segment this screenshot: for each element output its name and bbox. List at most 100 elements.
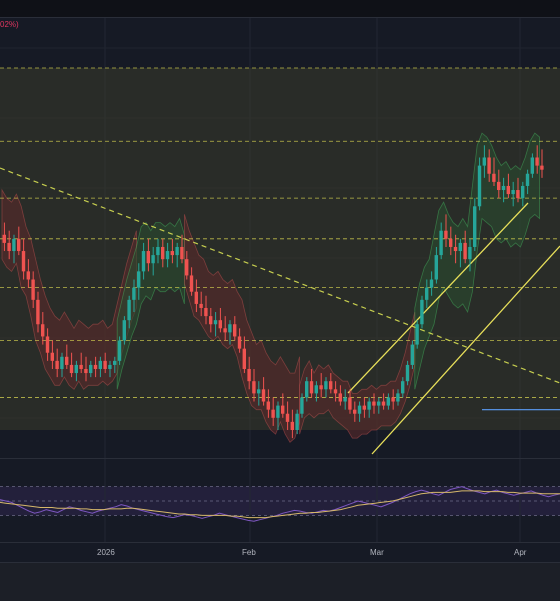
candle-body (89, 364, 93, 374)
candle-body (12, 238, 16, 252)
candle-body (204, 307, 208, 317)
candle-body (309, 381, 314, 394)
candle-body (453, 246, 458, 252)
candle-body (50, 352, 54, 361)
candle-body (247, 368, 251, 382)
candle-body (84, 368, 88, 374)
candle-body (473, 206, 477, 247)
candle-body (381, 401, 386, 406)
candle-body (242, 348, 246, 369)
rsi-line (0, 486, 560, 522)
candle-body (463, 242, 467, 260)
candle-body (353, 409, 357, 414)
candle-body (69, 364, 74, 374)
rsi-band (0, 486, 560, 516)
candle-body (36, 299, 40, 325)
candle-body (511, 190, 515, 195)
candle-body (21, 251, 26, 272)
price-chart[interactable] (0, 18, 560, 458)
candle-body (228, 324, 232, 333)
time-tick-label: Mar (370, 548, 384, 557)
candle-body (252, 381, 256, 394)
candle-body (295, 413, 299, 430)
candle-body (180, 246, 184, 260)
candle-body (17, 238, 21, 252)
candle-body (290, 421, 294, 430)
candle-body (386, 397, 390, 406)
bottom-toolbar (0, 562, 560, 601)
candle-body (151, 255, 155, 264)
candle-body (300, 397, 304, 414)
candle-body (261, 389, 266, 402)
candle-body (482, 157, 486, 166)
candle-body (26, 271, 30, 280)
candle-body (141, 251, 146, 272)
candle-body (45, 336, 50, 353)
candle-body (55, 360, 59, 369)
candle-body (103, 360, 107, 369)
time-tick-label: Apr (514, 548, 527, 557)
candle-body (266, 401, 270, 410)
candle-body (367, 401, 371, 410)
candle-body (405, 364, 410, 382)
candle-body (223, 328, 227, 333)
candle-body (396, 393, 400, 402)
candle-body (516, 190, 520, 199)
candle-body (429, 279, 434, 288)
candle-body (343, 397, 347, 402)
candle-body (535, 157, 539, 166)
candle-body (189, 275, 194, 292)
candle-body (170, 251, 174, 256)
time-tick-label: Feb (242, 548, 256, 557)
candle-body (333, 389, 338, 394)
candle-body (93, 364, 98, 369)
candle-body (31, 279, 35, 300)
candle-body (410, 344, 414, 365)
candle-body (285, 413, 290, 422)
candle-body (74, 364, 78, 374)
candle-body (487, 157, 491, 174)
candle-body (338, 393, 342, 402)
candle-body (425, 287, 429, 300)
rsi-pane[interactable] (0, 458, 560, 543)
candle-body (60, 356, 64, 369)
candle-body (108, 364, 112, 369)
candle-body (161, 246, 165, 260)
candle-body (199, 303, 203, 308)
rsi-ma-line (0, 490, 560, 519)
candle-body (281, 405, 285, 414)
candle-body (477, 165, 482, 207)
candle-body (449, 238, 453, 247)
candle-body (257, 389, 261, 394)
candle-body (492, 173, 496, 182)
candle-body (117, 340, 122, 361)
channel-lower-line (371, 245, 560, 455)
top-toolbar (0, 0, 560, 18)
candle-body (319, 385, 323, 390)
candle-body (122, 320, 126, 341)
candle-body (209, 316, 213, 325)
candle-body (271, 409, 275, 418)
candle-body (65, 356, 69, 365)
time-axis[interactable]: 2026 Feb Mar Apr (0, 542, 560, 563)
candle-body (497, 181, 501, 191)
candle-body (137, 271, 141, 288)
candle-body (444, 230, 448, 239)
candle-body (501, 185, 506, 191)
candle-body (156, 246, 160, 256)
price-pane[interactable] (0, 18, 560, 458)
candle-body (127, 299, 131, 321)
candle-body (391, 397, 395, 402)
channel-upper-line (347, 202, 529, 394)
candle-body (7, 242, 11, 252)
candle-body (348, 397, 352, 410)
candle-body (506, 185, 510, 195)
rsi-chart[interactable] (0, 459, 560, 543)
candle-body (2, 234, 6, 243)
candle-body (237, 336, 242, 349)
candle-body (233, 324, 237, 337)
time-tick-label: 2026 (97, 548, 115, 557)
candle-body (372, 401, 376, 406)
candle-body (79, 364, 83, 369)
candle-body (276, 405, 280, 418)
